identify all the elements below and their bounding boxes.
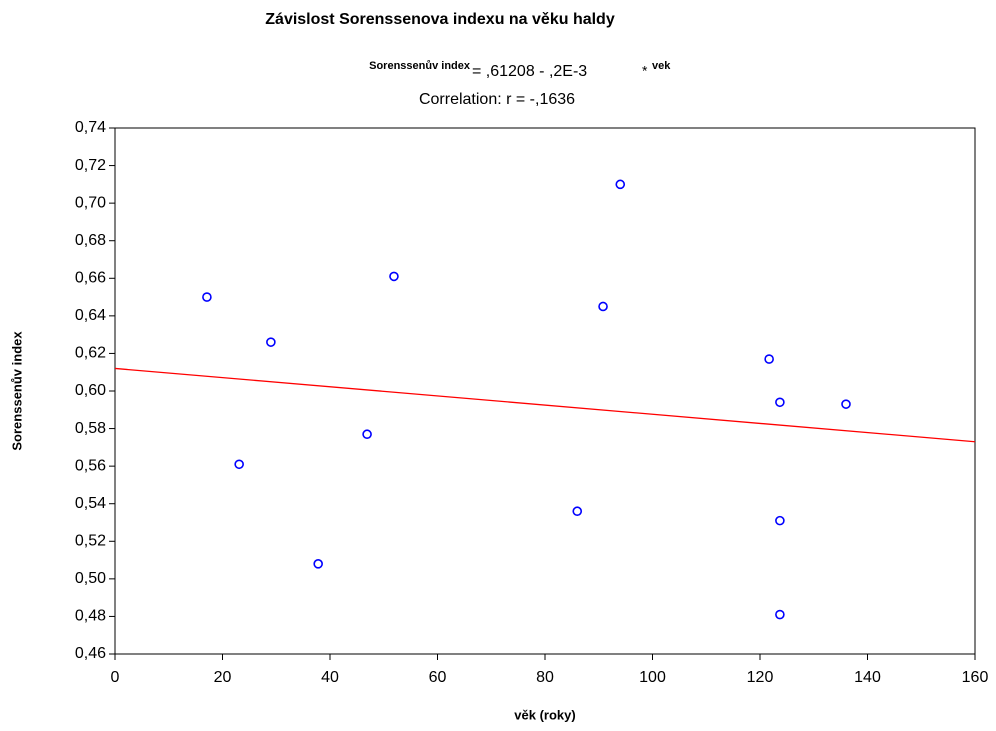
point	[775, 609, 785, 620]
equation-lhs: Sorenssenův index	[369, 60, 471, 72]
point	[841, 399, 851, 409]
y-tick-label: 0,62	[75, 345, 106, 362]
x-tick-label: 0	[111, 669, 120, 686]
point	[234, 459, 244, 470]
point	[266, 337, 276, 347]
y-tick-label: 0,48	[75, 608, 106, 625]
y-tick-label: 0,54	[75, 495, 106, 512]
y-tick-label: 0,50	[75, 570, 106, 587]
y-tick-label: 0,74	[75, 119, 106, 136]
plot-frame	[114, 127, 976, 655]
y-tick-label: 0,70	[75, 194, 106, 211]
point	[775, 515, 785, 526]
y-tick-label: 0,64	[75, 307, 106, 324]
x-tick-label: 160	[962, 669, 989, 686]
x-tick-label: 20	[214, 669, 232, 686]
y-axis-label: Sorenssenův index	[9, 331, 24, 451]
equation-rhs: = ,61208 - ,2E-3	[472, 63, 587, 80]
point	[572, 506, 583, 517]
x-axis-label: věk (roky)	[514, 707, 575, 722]
point	[313, 559, 323, 569]
chart-title: Závislost Sorenssenova indexu na věku ha…	[265, 11, 615, 28]
equation-op: *	[642, 63, 648, 79]
x-tick-label: 60	[429, 669, 447, 686]
point	[389, 271, 399, 282]
y-tick-label: 0,66	[75, 270, 106, 287]
x-tick-label: 140	[854, 669, 881, 686]
point	[775, 397, 785, 408]
point	[598, 301, 608, 312]
y-tick-label: 0,46	[75, 645, 106, 662]
y-tick-label: 0,68	[75, 232, 106, 249]
point	[764, 354, 774, 364]
correlation: Correlation: r = -,1636	[419, 91, 575, 108]
x-tick-label: 40	[321, 669, 339, 686]
fit-line	[114, 367, 976, 443]
x-tick-label: 80	[536, 669, 554, 686]
x-tick-label: 100	[639, 669, 666, 686]
point	[362, 429, 372, 440]
point	[615, 179, 626, 190]
x-tick-label: 120	[747, 669, 774, 686]
point	[202, 292, 212, 302]
y-tick-label: 0,58	[75, 420, 106, 437]
y-tick-label: 0,60	[75, 382, 106, 399]
y-tick-label: 0,56	[75, 457, 106, 474]
equation-var: vek	[652, 60, 671, 72]
y-tick-label: 0,72	[75, 157, 106, 174]
y-tick-label: 0,52	[75, 533, 106, 550]
